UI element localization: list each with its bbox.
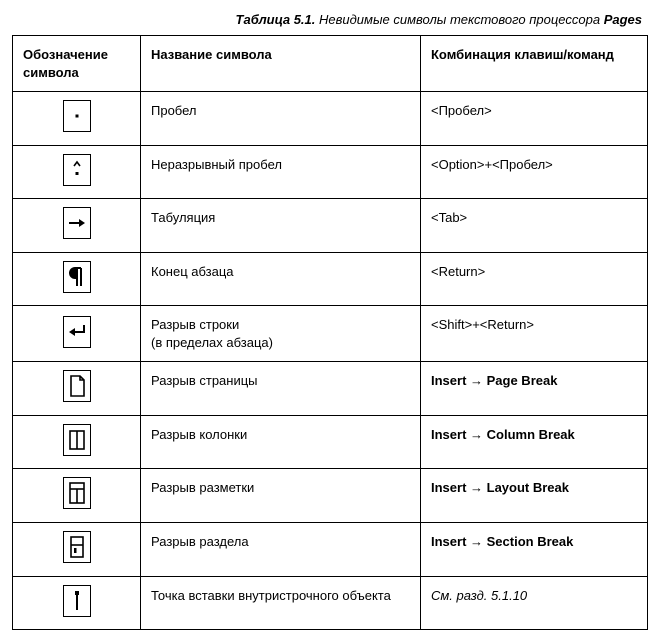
table-row: Пробел <Пробел> bbox=[13, 92, 648, 146]
table-row: Неразрывный пробел <Option>+<Пробел> bbox=[13, 145, 648, 199]
table-row: Точка вставки внутристрочного объекта См… bbox=[13, 576, 648, 630]
cell-cmd: Insert → Page Break bbox=[421, 362, 648, 416]
caption-tail: Pages bbox=[604, 12, 642, 27]
table-row: Разрыв колонки Insert → Column Break bbox=[13, 415, 648, 469]
table-row: Разрыв строки (в пределах абзаца) <Shift… bbox=[13, 306, 648, 362]
cell-cmd: <Return> bbox=[421, 252, 648, 306]
pagebreak-icon bbox=[63, 370, 91, 402]
cell-name: Точка вставки внутристрочного объекта bbox=[141, 576, 421, 630]
layoutbreak-icon bbox=[63, 477, 91, 509]
nbsp-icon bbox=[63, 154, 91, 186]
table-row: Конец абзаца <Return> bbox=[13, 252, 648, 306]
pilcrow-icon bbox=[63, 261, 91, 293]
cell-cmd: См. разд. 5.1.10 bbox=[421, 576, 648, 630]
col-command: Комбинация клавиш/команд bbox=[421, 36, 648, 92]
cell-name: Разрыв колонки bbox=[141, 415, 421, 469]
space-icon bbox=[63, 100, 91, 132]
sectionbreak-icon bbox=[63, 531, 91, 563]
symbols-table: Обозначение символа Название символа Ком… bbox=[12, 35, 648, 630]
table-row: Разрыв раздела Insert → Section Break bbox=[13, 523, 648, 577]
cell-name: Пробел bbox=[141, 92, 421, 146]
table-caption: Таблица 5.1. Невидимые символы текстовог… bbox=[12, 12, 642, 27]
table-row: Разрыв разметки Insert → Layout Break bbox=[13, 469, 648, 523]
cell-name: Разрыв строки (в пределах абзаца) bbox=[141, 306, 421, 362]
cell-name: Разрыв страницы bbox=[141, 362, 421, 416]
cell-cmd: Insert → Column Break bbox=[421, 415, 648, 469]
cell-cmd: <Option>+<Пробел> bbox=[421, 145, 648, 199]
cell-name: Неразрывный пробел bbox=[141, 145, 421, 199]
cell-cmd: Insert → Layout Break bbox=[421, 469, 648, 523]
cell-cmd: <Shift>+<Return> bbox=[421, 306, 648, 362]
table-row: Разрыв страницы Insert → Page Break bbox=[13, 362, 648, 416]
caption-mid: Невидимые символы текстового процессора bbox=[315, 12, 603, 27]
col-symbol: Обозначение символа bbox=[13, 36, 141, 92]
cell-name: Разрыв разметки bbox=[141, 469, 421, 523]
cell-cmd: <Пробел> bbox=[421, 92, 648, 146]
cell-name: Табуляция bbox=[141, 199, 421, 253]
cell-name: Разрыв раздела bbox=[141, 523, 421, 577]
tab-icon bbox=[63, 207, 91, 239]
columnbreak-icon bbox=[63, 424, 91, 456]
anchor-icon bbox=[63, 585, 91, 617]
caption-lead: Таблица 5.1. bbox=[236, 12, 316, 27]
table-header-row: Обозначение символа Название символа Ком… bbox=[13, 36, 648, 92]
cell-cmd: Insert → Section Break bbox=[421, 523, 648, 577]
table-row: Табуляция <Tab> bbox=[13, 199, 648, 253]
cell-name: Конец абзаца bbox=[141, 252, 421, 306]
linebreak-icon bbox=[63, 316, 91, 348]
cell-cmd: <Tab> bbox=[421, 199, 648, 253]
col-name: Название символа bbox=[141, 36, 421, 92]
